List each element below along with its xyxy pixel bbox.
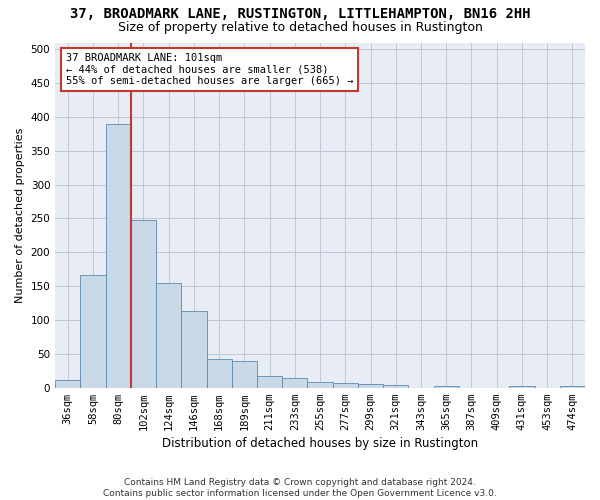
Bar [131, 220, 156, 388]
Bar [156, 283, 181, 388]
Bar [257, 376, 282, 388]
Bar [232, 360, 257, 388]
Bar [55, 380, 80, 388]
Bar [358, 384, 383, 388]
Text: Contains HM Land Registry data © Crown copyright and database right 2024.
Contai: Contains HM Land Registry data © Crown c… [103, 478, 497, 498]
X-axis label: Distribution of detached houses by size in Rustington: Distribution of detached houses by size … [162, 437, 478, 450]
Bar [307, 382, 332, 388]
Y-axis label: Number of detached properties: Number of detached properties [15, 128, 25, 303]
Text: 37 BROADMARK LANE: 101sqm
← 44% of detached houses are smaller (538)
55% of semi: 37 BROADMARK LANE: 101sqm ← 44% of detac… [66, 53, 353, 86]
Bar [106, 124, 131, 388]
Bar [206, 360, 232, 388]
Bar [560, 386, 585, 388]
Bar [80, 274, 106, 388]
Text: 37, BROADMARK LANE, RUSTINGTON, LITTLEHAMPTON, BN16 2HH: 37, BROADMARK LANE, RUSTINGTON, LITTLEHA… [70, 8, 530, 22]
Bar [181, 311, 206, 388]
Bar [383, 385, 409, 388]
Bar [282, 378, 307, 388]
Bar [434, 386, 459, 388]
Bar [332, 383, 358, 388]
Text: Size of property relative to detached houses in Rustington: Size of property relative to detached ho… [118, 21, 482, 34]
Bar [509, 386, 535, 388]
